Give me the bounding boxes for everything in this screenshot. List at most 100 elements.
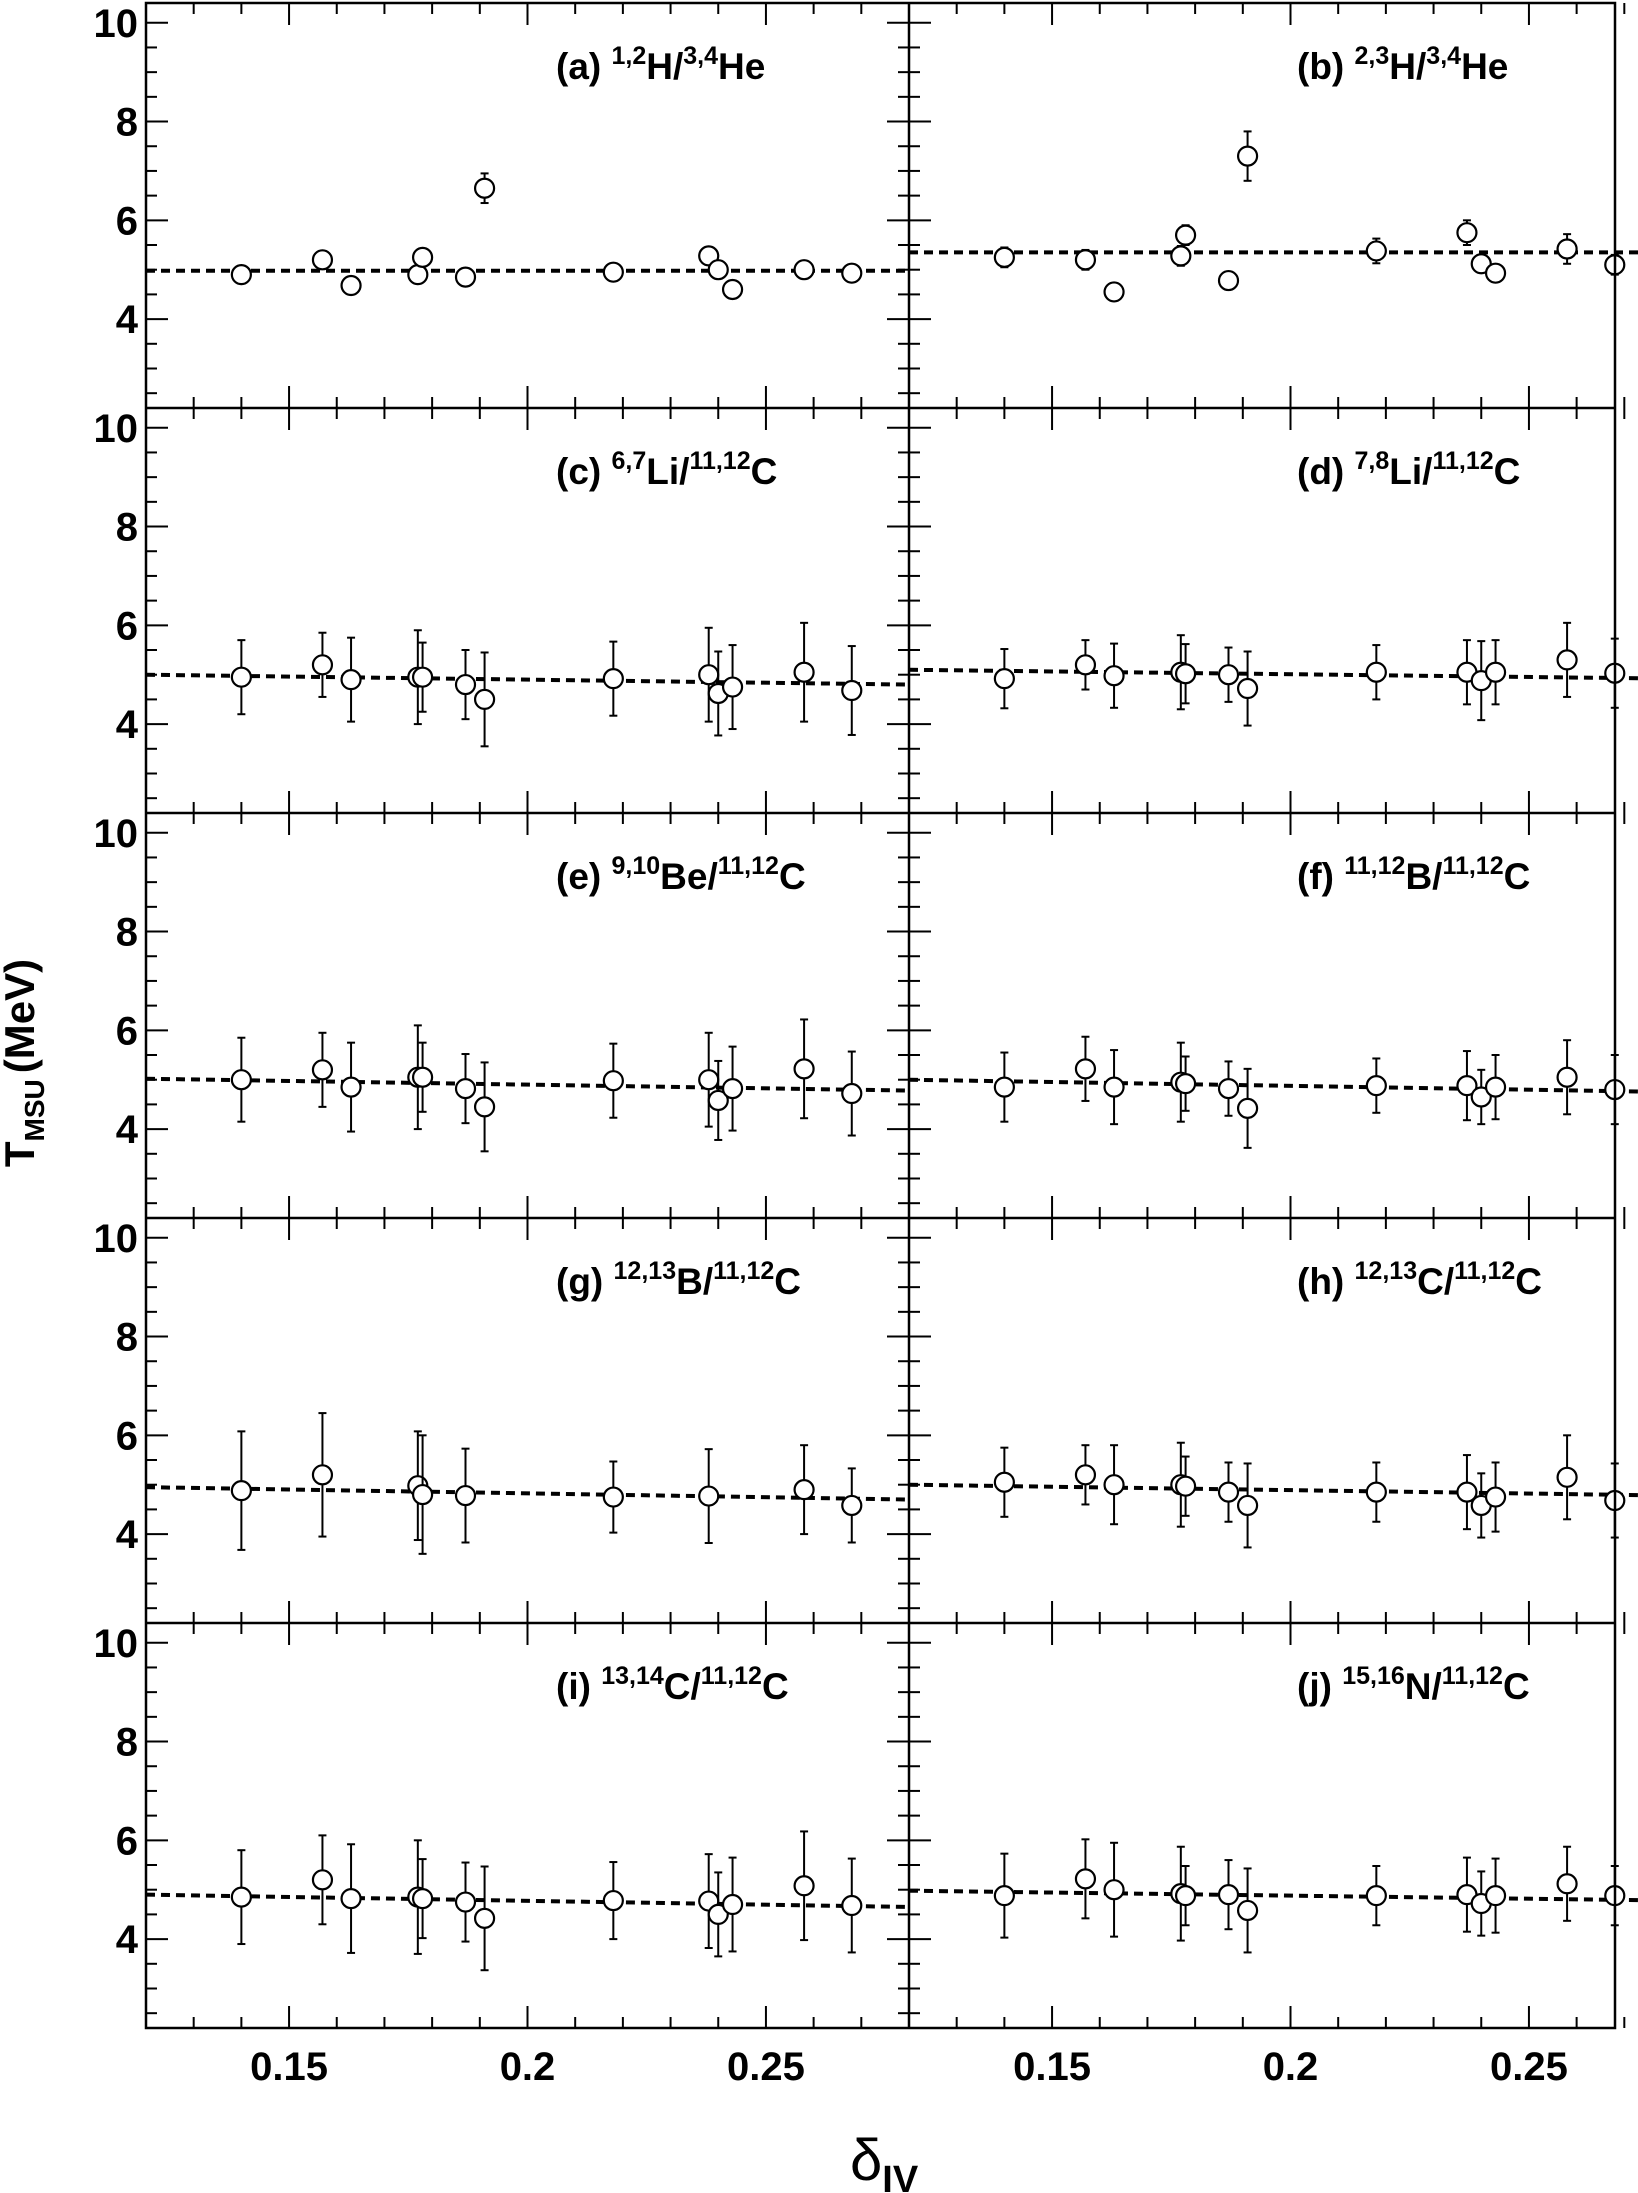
panel-c-point — [340, 669, 362, 691]
panel-b-point — [1103, 281, 1125, 303]
y-tick-label: 6 — [116, 1009, 138, 1053]
y-tick-label: 8 — [116, 101, 138, 145]
panel-a-point — [473, 177, 496, 199]
panel-a-label: (a) 1,2H/3,4He — [556, 42, 765, 87]
panel-c-label: (c) 6,7Li/11,12C — [556, 447, 777, 492]
panel-e-point — [454, 1077, 477, 1100]
figure-frame — [144, 1, 1617, 2030]
panels-group: (a) 1,2H/3,4He (b) 2,3H/3,4He (c) 6,7Li/11… — [145, 3, 1638, 2028]
y-tick-label: 8 — [116, 506, 138, 550]
panel-c-point — [230, 666, 252, 688]
y-tick-label: 8 — [116, 1721, 138, 1765]
panel-j-point — [1236, 1899, 1259, 1922]
panel-j-point — [1484, 1885, 1507, 1907]
panel-j-label: (j) 15,16N/11,12C — [1297, 1662, 1530, 1707]
y-tick-label: 6 — [116, 199, 138, 243]
panel-i-point — [454, 1891, 477, 1913]
panel-i-fit-line — [145, 1892, 910, 1909]
panel-i-ticks — [146, 1623, 909, 2028]
panel-j-point — [993, 1885, 1015, 1907]
panel-a-point — [454, 266, 477, 288]
x-axis-label-sub: IV — [882, 2159, 919, 2193]
panel-j-point — [1556, 1873, 1578, 1895]
panel-f-point — [1484, 1076, 1507, 1098]
panel-j-fit-line — [908, 1888, 1638, 1903]
panel-c-ticks — [146, 408, 909, 813]
panel-c-point — [841, 679, 863, 702]
panel-a-point — [721, 278, 744, 301]
panel-d-point — [1556, 649, 1578, 671]
panel-h-point — [1365, 1481, 1387, 1503]
panel-g-point — [602, 1486, 624, 1508]
panel-b-point — [1365, 240, 1387, 262]
panel-h-label: (h) 12,13C/11,12C — [1297, 1257, 1542, 1302]
panel-e-point — [841, 1082, 863, 1105]
x-tick-label: 0.15 — [250, 2045, 328, 2089]
panel-j-point — [1074, 1868, 1097, 1890]
panel-b-point — [1170, 245, 1192, 267]
panel-c-point — [793, 661, 815, 683]
panel-f-point — [1074, 1058, 1097, 1080]
panel-h-point — [1217, 1481, 1240, 1503]
panel-e-fit-line — [145, 1076, 910, 1093]
panel-a-point — [411, 246, 434, 268]
panel-a-point — [230, 264, 252, 286]
x-axis-label-main: δ — [850, 2128, 882, 2193]
panel-c-point — [454, 673, 477, 696]
panel-e-point — [698, 1069, 720, 1091]
panel-f-point — [1236, 1097, 1259, 1119]
panel-e-point — [311, 1059, 334, 1081]
panel-e-point — [473, 1096, 496, 1118]
panel-i-point — [340, 1887, 362, 1910]
panel-g-ticks — [146, 1218, 909, 1623]
panel-i-point — [230, 1886, 252, 1908]
panel-f-point — [1456, 1075, 1478, 1097]
panel-d-point — [1484, 661, 1507, 683]
panel-c-point — [311, 654, 334, 676]
panel-e-point — [793, 1058, 815, 1080]
panel-j-point — [1174, 1885, 1197, 1907]
panel-i-point — [721, 1893, 744, 1916]
panel-g-point — [230, 1480, 252, 1502]
panel-e: (e) 9,10Be/11,12C — [145, 813, 910, 1218]
panel-c-fit-line — [145, 672, 910, 687]
panel-h-point — [1484, 1486, 1507, 1508]
y-tick-label: 4 — [116, 1513, 139, 1557]
panel-f-point — [1103, 1076, 1125, 1098]
panel-f-label: (f) 11,12B/11,12C — [1297, 852, 1530, 897]
y-axis-label-unit: (MeV) — [0, 959, 43, 1073]
panel-b: (b) 2,3H/3,4He — [909, 3, 1638, 408]
panel-f: (f) 11,12B/11,12C — [908, 813, 1638, 1218]
panel-d-point — [993, 668, 1015, 690]
panel-i-point — [411, 1887, 434, 1910]
panel-f-ticks — [909, 813, 1626, 1218]
panel-g-point — [454, 1484, 477, 1507]
panel-a-point — [707, 259, 729, 281]
panel-d-label: (d) 7,8Li/11,12C — [1297, 447, 1520, 492]
panel-e-label: (e) 9,10Be/11,12C — [556, 852, 806, 897]
panel-a: (a) 1,2H/3,4He — [146, 3, 909, 408]
panel-g-point — [411, 1483, 434, 1506]
panel-i-point — [793, 1875, 815, 1897]
panel-c-point — [721, 676, 744, 698]
panel-a-point — [407, 264, 429, 286]
panel-g-point — [698, 1485, 720, 1507]
panel-f-point — [1470, 1086, 1492, 1108]
y-axis-tick-labels: 4 6 8 10 4 6 8 10 4 6 8 10 4 6 8 10 4 6 8 10 — [94, 2, 139, 1962]
panel-c: (c) 6,7Li/11,12C — [145, 408, 910, 813]
y-tick-label: 8 — [116, 911, 138, 955]
panel-b-ticks — [909, 3, 1626, 408]
panel-b-label: (b) 2,3H/3,4He — [1297, 42, 1508, 87]
y-tick-label: 10 — [94, 812, 139, 856]
panel-j-ticks — [909, 1623, 1626, 2028]
panel-d: (d) 7,8Li/11,12C — [908, 408, 1638, 813]
x-axis-label: δIV — [850, 2128, 919, 2193]
panel-c-point — [411, 666, 434, 688]
panel-g: (g) 12,13B/11,12C — [145, 1218, 910, 1623]
x-axis-tick-labels: 0.15 0.2 0.25 0.15 0.2 0.25 — [250, 2045, 1568, 2089]
y-tick-label: 4 — [116, 703, 139, 747]
x-tick-label: 0.15 — [1013, 2045, 1091, 2089]
panel-j-point — [1103, 1879, 1125, 1901]
panel-d-fit-line — [908, 667, 1638, 681]
panel-d-point — [1217, 664, 1240, 686]
